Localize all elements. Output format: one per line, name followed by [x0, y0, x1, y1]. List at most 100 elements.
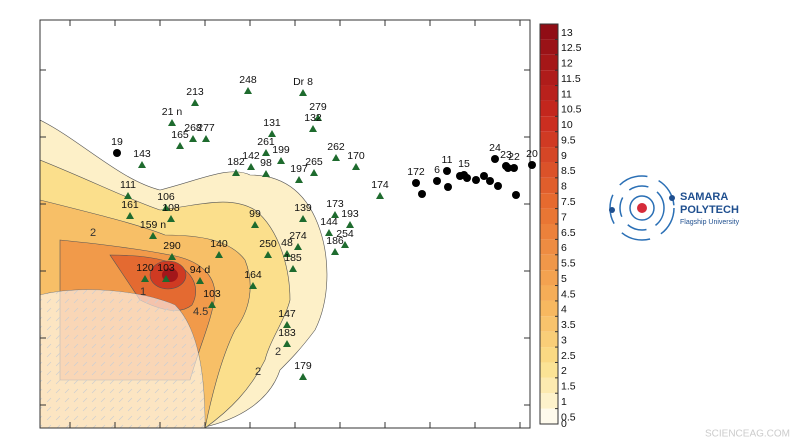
well-label: 262	[327, 141, 345, 153]
well-marker	[376, 192, 384, 199]
colorbar-tick-label: 3	[561, 334, 567, 346]
contour-label: 4.5	[193, 306, 208, 318]
colorbar-tick-label: 0	[561, 418, 567, 430]
well-label: 159 n	[140, 219, 166, 231]
well-marker	[247, 163, 255, 170]
well-label: 186	[326, 235, 344, 247]
well-dot	[456, 172, 464, 180]
colorbar-cell	[540, 408, 558, 424]
well-label: 24	[489, 142, 501, 154]
colorbar-tick-label: 4.5	[561, 288, 576, 300]
colorbar-tick-label: 6.5	[561, 227, 576, 239]
well-dot	[486, 177, 494, 185]
well-label: 182	[227, 156, 245, 168]
well-marker	[162, 275, 170, 282]
well-label: 19	[111, 136, 123, 148]
well-marker	[262, 170, 270, 177]
colorbar-tick-label: 3.5	[561, 319, 576, 331]
well-marker	[162, 204, 170, 211]
logo: SAMARA POLYTECH Flagship University	[609, 175, 740, 241]
colorbar-tick-label: 4	[561, 304, 567, 316]
well-dot	[113, 149, 121, 157]
well-marker	[167, 215, 175, 222]
well-marker	[251, 221, 259, 228]
well-label: 21 n	[162, 106, 183, 118]
colorbar-tick-label: 8.5	[561, 165, 576, 177]
colorbar-cell	[540, 224, 558, 240]
well-label: 111	[120, 179, 136, 191]
well-label: 199	[272, 144, 290, 156]
well-marker	[310, 169, 318, 176]
well-label: 277	[197, 122, 215, 134]
well-marker	[138, 161, 146, 168]
well-label: 22	[508, 151, 520, 163]
well-marker	[244, 87, 252, 94]
well-marker	[283, 250, 291, 257]
well-marker	[168, 119, 176, 126]
well-label: 139	[294, 202, 312, 214]
logo-ring	[629, 195, 655, 221]
well-marker	[277, 157, 285, 164]
well-label: 268	[184, 122, 202, 134]
colorbar-tick-label: 10.5	[561, 104, 582, 116]
colorbar-cell	[540, 377, 558, 394]
colorbar-cell	[540, 239, 558, 255]
watermark: SCIENCEAG.COM	[705, 429, 790, 440]
colorbar-cell	[540, 270, 558, 286]
contour-label: 2	[90, 227, 96, 239]
well-marker	[215, 251, 223, 258]
well-marker	[331, 248, 339, 255]
well-marker	[295, 176, 303, 183]
well-marker	[262, 149, 270, 156]
colorbar-cell	[540, 177, 558, 194]
well-dot	[528, 161, 536, 169]
colorbar-tick-label: 9	[561, 150, 567, 162]
well-label: 265	[305, 156, 323, 168]
colorbar-cell	[540, 347, 558, 363]
well-label: 193	[341, 208, 359, 220]
well-dot	[463, 174, 471, 182]
colorbar-cell	[540, 208, 558, 224]
well-label: 164	[244, 269, 262, 281]
colorbar-cell	[540, 300, 558, 317]
well-label: 213	[186, 86, 204, 98]
well-marker	[141, 275, 149, 282]
colorbar-cell	[540, 39, 558, 55]
well-dot	[480, 172, 488, 180]
well-marker	[124, 192, 132, 199]
well-label: 185	[284, 252, 302, 264]
colorbar-tick-label: 2.5	[561, 350, 576, 362]
logo-dot	[609, 207, 615, 213]
contours	[40, 119, 328, 428]
well-marker	[299, 89, 307, 96]
logo-dot	[669, 195, 675, 201]
well-label: 179	[294, 360, 312, 372]
colorbar-cell	[540, 131, 558, 148]
well-label: 197	[290, 163, 308, 175]
well-label: 248	[239, 74, 257, 86]
well-label: 173	[326, 198, 344, 210]
colorbar-tick-label: 5.5	[561, 258, 576, 270]
well-marker	[309, 125, 317, 132]
colorbar-cell	[540, 331, 558, 348]
well-label: 106	[157, 191, 175, 203]
colorbar-tick-label: 12	[561, 58, 573, 70]
colorbar-tick-label: 11	[561, 88, 572, 100]
colorbar-tick-label: 1	[561, 396, 567, 408]
colorbar-cell	[540, 162, 558, 178]
well-marker	[332, 154, 340, 161]
well-dot	[472, 176, 480, 184]
well-label: 11	[442, 154, 453, 166]
well-marker	[294, 243, 302, 250]
colorbar-cell	[540, 254, 558, 271]
well-label: 120	[136, 262, 154, 274]
well-dot	[510, 164, 518, 172]
colorbar-tick-label: 7.5	[561, 196, 576, 208]
well-label: Dr 8	[293, 76, 313, 88]
well-label: 290	[163, 240, 181, 252]
logo-text: POLYTECH	[680, 204, 739, 216]
well-marker	[341, 241, 349, 248]
well-label: 172	[407, 166, 425, 178]
well-marker	[189, 135, 197, 142]
